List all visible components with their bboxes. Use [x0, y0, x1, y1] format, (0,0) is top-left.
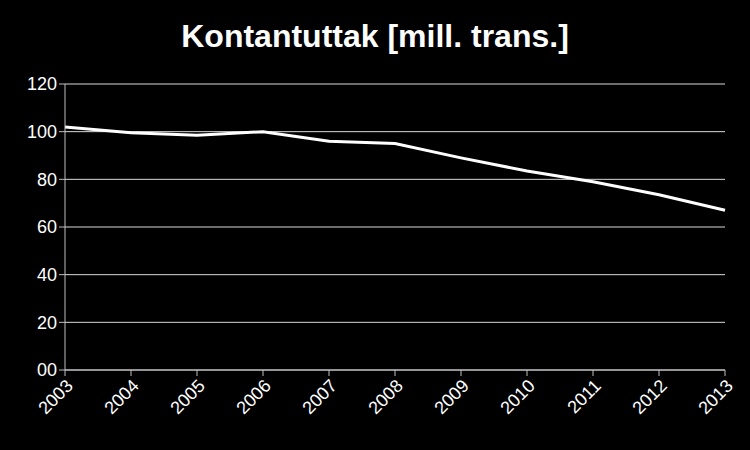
svg-text:2012: 2012 [628, 376, 670, 418]
svg-text:2011: 2011 [563, 376, 605, 418]
svg-text:100: 100 [27, 122, 57, 142]
svg-text:20: 20 [37, 313, 57, 333]
svg-text:80: 80 [37, 170, 57, 190]
svg-text:2007: 2007 [298, 376, 340, 418]
svg-text:120: 120 [27, 74, 57, 94]
svg-text:2004: 2004 [100, 376, 142, 418]
svg-text:2003: 2003 [34, 376, 76, 418]
svg-text:60: 60 [37, 217, 57, 237]
svg-text:2010: 2010 [496, 376, 538, 418]
svg-text:2009: 2009 [430, 376, 472, 418]
svg-text:00: 00 [37, 360, 57, 380]
svg-text:2005: 2005 [166, 376, 208, 418]
svg-text:40: 40 [37, 265, 57, 285]
html-text:Kontantuttak [mill. trans.]: Kontantuttak [mill. trans.] [181, 18, 569, 54]
svg-text:2006: 2006 [232, 376, 274, 418]
svg-text:2013: 2013 [694, 376, 736, 418]
svg-text:2008: 2008 [364, 376, 406, 418]
